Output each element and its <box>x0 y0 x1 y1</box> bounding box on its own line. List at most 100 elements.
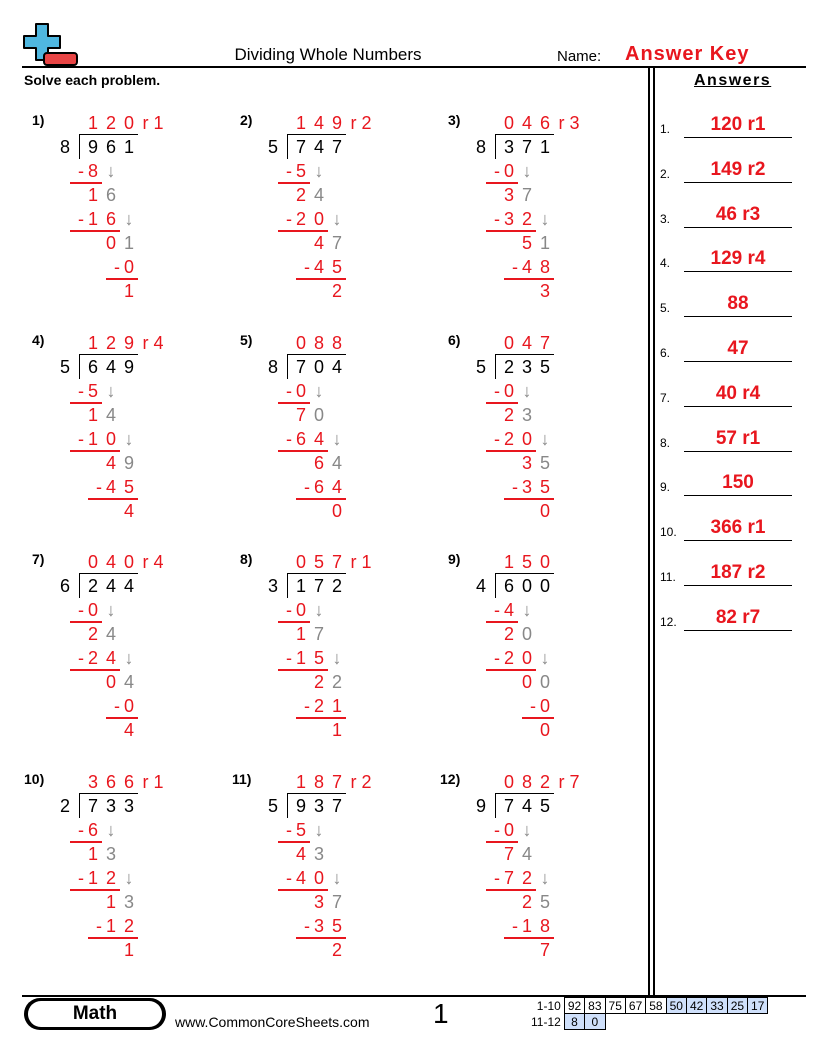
subtraction-line <box>88 937 138 939</box>
minus-sign: - <box>494 600 500 620</box>
subtraction-line <box>486 621 518 623</box>
difference-digit: 4 <box>105 453 116 473</box>
quotient-digit: 0 <box>295 552 306 572</box>
brought-down-digit: 5 <box>539 892 550 912</box>
down-arrow-icon: ↓ <box>332 429 342 449</box>
brought-down-digit: 1 <box>539 233 550 253</box>
product-digit: 0 <box>539 696 550 716</box>
minus-sign: - <box>304 696 310 716</box>
down-arrow-icon: ↓ <box>314 161 324 181</box>
problem: 9) 1 5 0 4 6 0 0-4 ↓ 2 0-2 0 ↓ 0 0-0 0 <box>448 551 700 751</box>
difference-digit: 4 <box>123 501 134 521</box>
product-digit: 8 <box>539 257 550 277</box>
brought-down-digit: 3 <box>521 405 532 425</box>
difference-digit: 4 <box>313 233 324 253</box>
quotient-digit: 1 <box>87 333 98 353</box>
answer-value: 46 r3 <box>684 204 792 228</box>
answer-value: 88 <box>684 293 792 318</box>
subtraction-line <box>70 182 102 184</box>
difference-digit: 7 <box>295 405 306 425</box>
quotient-digit: 1 <box>87 113 98 133</box>
answer-row: 8. 57 r1 <box>660 428 795 452</box>
product-digit: 8 <box>539 916 550 936</box>
product-digit: 0 <box>295 381 306 401</box>
difference-digit: 1 <box>87 185 98 205</box>
brought-down-digit: 7 <box>521 185 532 205</box>
answer-number: 10. <box>660 525 677 540</box>
dividend-digit: 7 <box>331 796 342 816</box>
product-digit: 0 <box>313 209 324 229</box>
divisor: 3 <box>267 576 278 596</box>
dividend-digit: 6 <box>105 137 116 157</box>
quotient-digit: 0 <box>295 333 306 353</box>
product-digit: 3 <box>521 477 532 497</box>
quotient-remainder: r 1 <box>142 772 164 792</box>
product-digit: 4 <box>313 429 324 449</box>
down-arrow-icon: ↓ <box>106 820 116 840</box>
division-bracket-icon <box>287 354 346 379</box>
subtraction-line <box>504 937 554 939</box>
dividend-digit: 3 <box>503 137 514 157</box>
dividend-digit: 2 <box>87 576 98 596</box>
minus-sign: - <box>494 161 500 181</box>
answer-number: 9. <box>660 480 671 495</box>
subtraction-line <box>486 230 536 232</box>
dividend-digit: 4 <box>521 796 532 816</box>
quotient-digit: 9 <box>123 333 134 353</box>
score-cell: 8 <box>563 1013 586 1030</box>
answer-value: 149 r2 <box>684 159 792 183</box>
product-digit: 6 <box>87 820 98 840</box>
brought-down-digit: 4 <box>105 624 116 644</box>
quotient-digit: 5 <box>521 552 532 572</box>
minus-sign: - <box>96 477 102 497</box>
division-bracket-icon <box>79 573 138 598</box>
down-arrow-icon: ↓ <box>332 648 342 668</box>
difference-digit: 0 <box>521 672 532 692</box>
score-row: 1-10 92 83 75 67 58 50 42 33 25 17 <box>528 997 769 1014</box>
product-digit: 5 <box>539 477 550 497</box>
minus-sign: - <box>512 257 518 277</box>
minus-sign: - <box>78 868 84 888</box>
dividend-digit: 4 <box>123 576 134 596</box>
difference-digit: 1 <box>123 940 134 960</box>
difference-digit: 0 <box>539 501 550 521</box>
brought-down-digit: 2 <box>331 672 342 692</box>
brought-down-digit: 4 <box>105 405 116 425</box>
dividend-digit: 7 <box>295 357 306 377</box>
brought-down-digit: 4 <box>123 672 134 692</box>
difference-digit: 4 <box>295 844 306 864</box>
dividend-digit: 1 <box>123 137 134 157</box>
problem-number: 10) <box>24 771 45 787</box>
dividend-digit: 2 <box>503 357 514 377</box>
answer-row: 2. 149 r2 <box>660 159 795 183</box>
dividend-digit: 7 <box>503 796 514 816</box>
division-bracket-icon <box>79 354 138 379</box>
minus-sign: - <box>78 648 84 668</box>
problem: 1) 1 2 0 r 1 8 9 6 1-8 ↓ 1 6-1 6 ↓ 0 1-0 1 <box>32 112 284 312</box>
divisor: 5 <box>59 357 70 377</box>
down-arrow-icon: ↓ <box>106 600 116 620</box>
quotient-remainder: r 3 <box>558 113 580 133</box>
down-arrow-icon: ↓ <box>522 820 532 840</box>
dividend-digit: 6 <box>87 357 98 377</box>
difference-digit: 2 <box>503 624 514 644</box>
answer-row: 6. 47 <box>660 338 795 362</box>
score-cell: 58 <box>645 997 667 1014</box>
difference-digit: 3 <box>521 453 532 473</box>
minus-sign: - <box>78 600 84 620</box>
quotient-digit: 1 <box>295 113 306 133</box>
name-label: Name: <box>557 48 602 65</box>
divisor: 8 <box>267 357 278 377</box>
difference-digit: 2 <box>87 624 98 644</box>
product-digit: 0 <box>503 820 514 840</box>
subtraction-line <box>70 841 102 843</box>
subject-badge: Math <box>24 998 166 1030</box>
score-cell: 17 <box>747 997 769 1014</box>
subtraction-line <box>486 182 518 184</box>
minus-sign: - <box>286 868 292 888</box>
problem-number: 8) <box>240 551 253 567</box>
quotient-remainder: r 2 <box>350 113 372 133</box>
dividend-digit: 7 <box>295 137 306 157</box>
down-arrow-icon: ↓ <box>540 648 550 668</box>
